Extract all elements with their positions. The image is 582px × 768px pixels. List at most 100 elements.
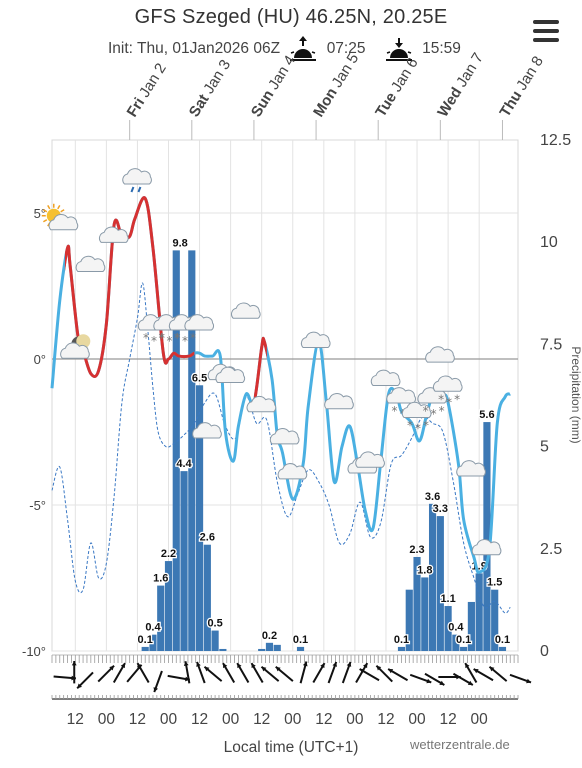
wind-arrow (327, 661, 338, 684)
precip-label: 1.6 (153, 573, 168, 585)
precip-label: 0.4 (448, 622, 464, 634)
precip-bar (428, 503, 437, 651)
day-label: SatJan 3 (186, 57, 234, 120)
precip-label: 0.1 (138, 634, 153, 646)
cloud-icon (192, 422, 222, 439)
y-tick-label-right: 5 (540, 439, 549, 456)
precip-bar (452, 634, 460, 651)
svg-text:*: * (174, 331, 180, 345)
wind-arrow (473, 668, 494, 682)
day-name: Sat (186, 91, 213, 120)
y-tick-label-left: -5° (29, 498, 46, 513)
x-tick-label: 12 (191, 711, 208, 728)
svg-text:*: * (182, 334, 188, 348)
wind-arrow (509, 673, 532, 684)
wind-arrow (260, 665, 280, 682)
wind-arrow (424, 672, 445, 686)
snow-cloud-icon: *** (401, 401, 432, 436)
precip-label: 0.1 (394, 634, 409, 646)
wind-arrow (76, 671, 94, 690)
precip-label: 6.5 (192, 372, 207, 384)
precip-label: 4.4 (176, 458, 192, 470)
wind-arrow (53, 675, 77, 681)
cloud-icon (370, 369, 401, 386)
precip-bar (483, 422, 491, 651)
init-info: Init: Thu, 01Jan2026 06Z 07:25 15:59 (108, 36, 461, 62)
x-tick-label: 12 (315, 711, 332, 728)
hamburger-menu-icon[interactable] (533, 20, 559, 42)
precip-label: 0.1 (293, 634, 308, 646)
sunset-time: 15:59 (422, 40, 461, 57)
wind-arrow (375, 664, 393, 683)
day-name: Sun (248, 87, 277, 120)
day-date: Jan 7 (453, 50, 487, 90)
day-date: Jan 3 (200, 57, 234, 97)
cloud-icon (246, 395, 277, 413)
day-date: Jan 6 (388, 55, 422, 95)
precip-bar (498, 646, 507, 651)
y-tick-label-left: -10° (22, 644, 46, 659)
svg-text:*: * (159, 331, 165, 345)
cloud-icon (456, 460, 486, 477)
wind-arrow (312, 662, 326, 684)
sunrise-icon (288, 36, 318, 62)
precip-bar (157, 585, 165, 651)
precip-bar (405, 589, 413, 651)
precip-bar (211, 630, 219, 651)
x-axis-title: Local time (UTC+1) (223, 739, 359, 756)
credit-link[interactable]: wetterzentrale.de (410, 737, 510, 752)
day-label: MonJan 5 (310, 50, 362, 120)
y-tick-label-left: 5° (34, 206, 46, 221)
x-tick-label: 12 (129, 711, 146, 728)
cloud-icon (355, 451, 385, 468)
precip-bar (444, 606, 452, 651)
x-tick-label: 00 (408, 711, 426, 728)
precip-bar (188, 250, 196, 651)
precip-label: 0.1 (495, 634, 510, 646)
precip-bar (265, 642, 274, 651)
day-name: Tue (372, 89, 400, 120)
wind-arrow (341, 661, 352, 684)
precip-label: 2.2 (161, 548, 176, 560)
precip-bar (397, 646, 406, 651)
wind-arrow (203, 665, 223, 682)
svg-text:*: * (431, 407, 437, 421)
svg-text:*: * (415, 422, 421, 436)
day-label: FriJan 2 (124, 60, 170, 120)
page-title: GFS Szeged (HU) 46.25N, 20.25E (134, 6, 448, 28)
wind-arrow (112, 662, 126, 684)
svg-text:*: * (407, 419, 413, 433)
precip-bar (172, 250, 180, 651)
day-name: Fri (124, 95, 149, 120)
snow-cloud-icon: *** (432, 375, 463, 409)
precip-bar (195, 385, 204, 651)
precip-bar (296, 646, 305, 651)
y-tick-label-right: 2.5 (540, 541, 562, 558)
wind-arrow (153, 670, 163, 693)
y-tick-label-left: 0° (34, 352, 46, 367)
wind-arrow (464, 662, 478, 684)
wind-arrow (452, 672, 474, 686)
precip-bar (258, 648, 266, 651)
wind-arrow (359, 668, 380, 682)
x-tick-label: 00 (160, 711, 178, 728)
day-name: Thu (496, 88, 525, 120)
svg-text:*: * (175, 331, 181, 345)
day-date: Jan 8 (513, 53, 547, 93)
wind-arrow (71, 661, 77, 684)
x-tick-label: 00 (284, 711, 302, 728)
wind-arrow (97, 664, 115, 683)
x-tick-label: 00 (471, 711, 489, 728)
precip-bar (141, 646, 149, 651)
precip-label: 1.1 (440, 593, 455, 605)
precip-bar (180, 471, 188, 651)
svg-text:*: * (446, 395, 452, 409)
y-tick-label-right: 12.5 (540, 132, 571, 149)
wind-arrow (136, 662, 150, 684)
x-tick-label: 00 (346, 711, 364, 728)
precip-bar (491, 589, 499, 651)
precip-label: 3.3 (433, 503, 448, 515)
init-time: Init: Thu, 01Jan2026 06Z (108, 40, 281, 57)
wind-arrow (387, 668, 409, 682)
precip-label: 2.3 (409, 544, 424, 556)
